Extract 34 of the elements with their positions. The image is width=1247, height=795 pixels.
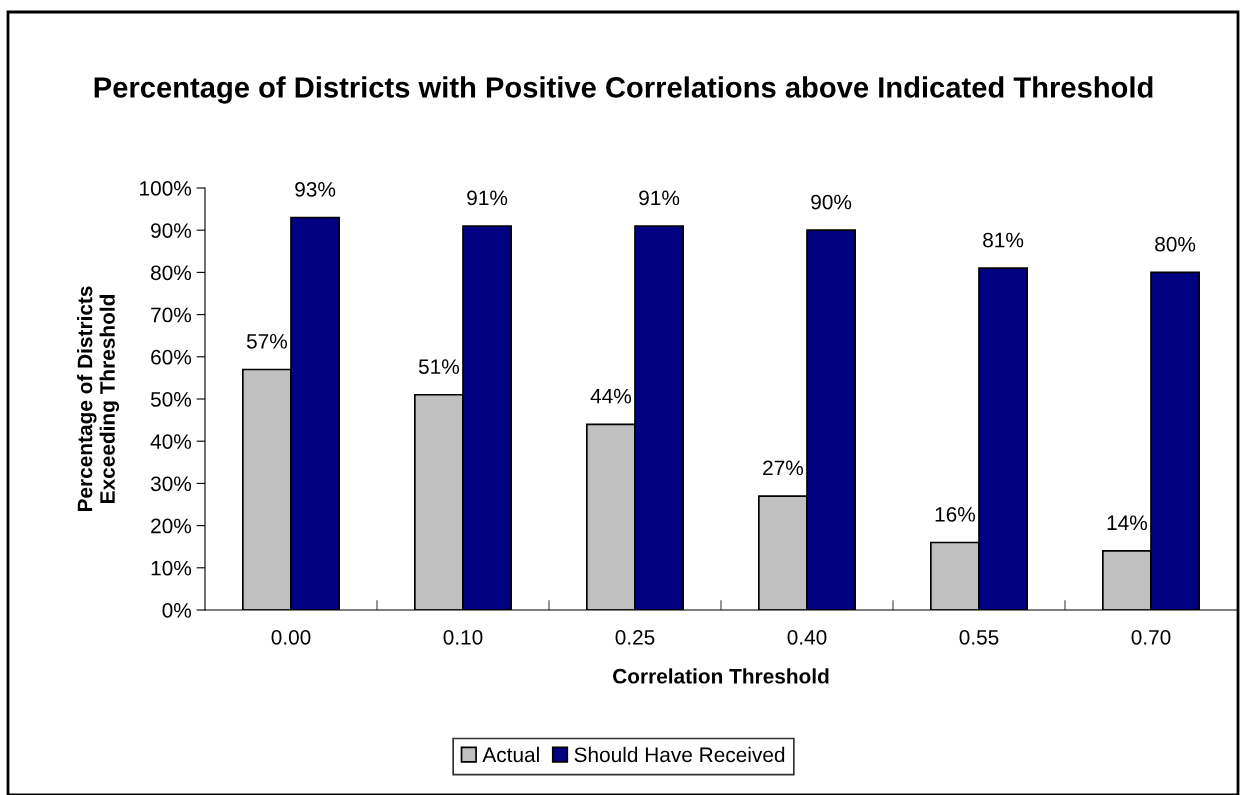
y-tick-label: 20% [151,518,192,534]
x-tick-label: 0.25 [615,629,655,645]
y-tick-label: 70% [151,307,192,323]
legend-label: Actual [482,746,539,763]
x-tick-label: 0.40 [787,629,827,645]
data-label: 44% [590,388,632,404]
y-tick-label: 80% [151,265,192,281]
y-tick-label: 10% [151,560,192,576]
y-tick-label: 60% [151,349,192,365]
data-label: 90% [811,194,852,210]
data-label: 81% [983,232,1024,248]
y-tick-label: 100% [140,181,192,196]
y-axis-title: Percentage of Districts Exceeding Threshold [77,286,120,512]
y-tick-label: 0% [162,603,192,618]
legend-label: Should Have Received [574,746,785,763]
data-label: 51% [418,359,460,374]
x-tick-label: 0.10 [443,629,483,645]
data-label: 91% [639,190,680,206]
y-tick-label: 90% [151,223,192,238]
y-tick-label: 40% [150,434,192,449]
chart-title: Percentage of Districts with Positive Correlations above Indicated Threshold [94,76,1153,104]
y-tick-label: 50% [150,392,192,407]
data-label: 16% [935,506,976,522]
x-tick-label: 0.70 [1131,629,1171,645]
data-label: 93% [295,182,336,197]
data-label: 80% [1155,236,1196,252]
y-tick-label: 30% [150,476,192,492]
data-label: 27% [763,460,804,476]
x-axis-title: Correlation Threshold [613,668,829,684]
x-tick-label: 0.55 [959,629,999,645]
data-label: 14% [1107,515,1148,531]
data-label: 91% [467,190,508,206]
data-label: 57% [246,334,288,349]
x-tick-label: 0.00 [271,629,311,645]
